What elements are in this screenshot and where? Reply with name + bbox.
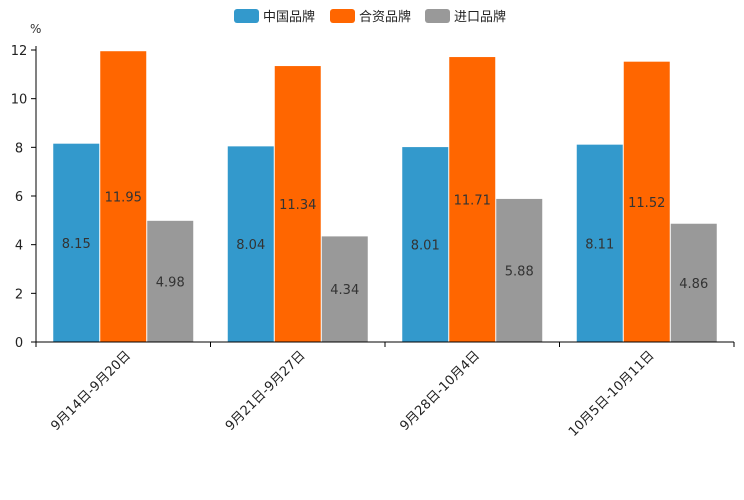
data-label: 4.34 [330,283,359,298]
data-label: 8.15 [62,237,91,252]
legend-swatch [425,9,450,23]
x-axis: 9月14日-9月20日 9月21日-9月27日 9月28日-10月4日 10月5日-1… [35,341,735,440]
y-tick-label: 10 [11,93,28,108]
y-axis-unit-label: % [30,22,41,36]
legend: 中国品牌 合资品牌 进口品牌 [234,9,506,25]
data-label: 8.01 [411,239,440,254]
y-tick-label: 0 [15,336,23,351]
data-label: 11.71 [454,194,491,209]
bar [449,57,496,342]
y-tick-label: 4 [15,239,23,254]
bar [496,198,543,342]
legend-swatch [330,9,355,23]
legend-label: 进口品牌 [454,9,506,25]
data-label: 4.86 [679,277,708,292]
legend-swatch [234,9,259,23]
y-tick-label: 8 [15,141,23,156]
y-tick-label: 6 [15,190,23,205]
legend-label: 合资品牌 [359,9,411,25]
x-tick-label: 10月5日-10月11日 [566,348,658,440]
data-label: 8.11 [585,237,614,252]
x-tick-label: 9月28日-10月4日 [397,348,483,434]
data-label: 5.88 [505,264,534,279]
data-label: 8.04 [236,238,265,253]
bar [402,147,449,342]
bar [147,220,194,342]
y-tick-label: 12 [11,44,28,59]
data-label: 4.98 [156,275,185,290]
bar [274,66,321,342]
bar [670,223,717,342]
x-tick-label: 9月14日-9月20日 [48,348,134,434]
bar [227,146,274,342]
bar [576,144,623,342]
legend-label: 中国品牌 [263,9,315,25]
bar [100,51,147,342]
bar [53,143,100,342]
x-tick-label: 9月21日-9月27日 [223,348,309,434]
data-label: 11.34 [279,198,316,213]
data-label: 11.52 [628,196,665,211]
bars-group: 8.15 11.95 4.98 8.04 11.34 4.34 8.01 11.71 5.88 8… [53,51,717,343]
data-label: 11.95 [105,191,142,206]
y-axis: 0 2 4 6 8 10 12 [11,44,37,351]
y-tick-label: 2 [15,287,23,302]
bar [623,61,670,343]
bar [321,236,368,342]
